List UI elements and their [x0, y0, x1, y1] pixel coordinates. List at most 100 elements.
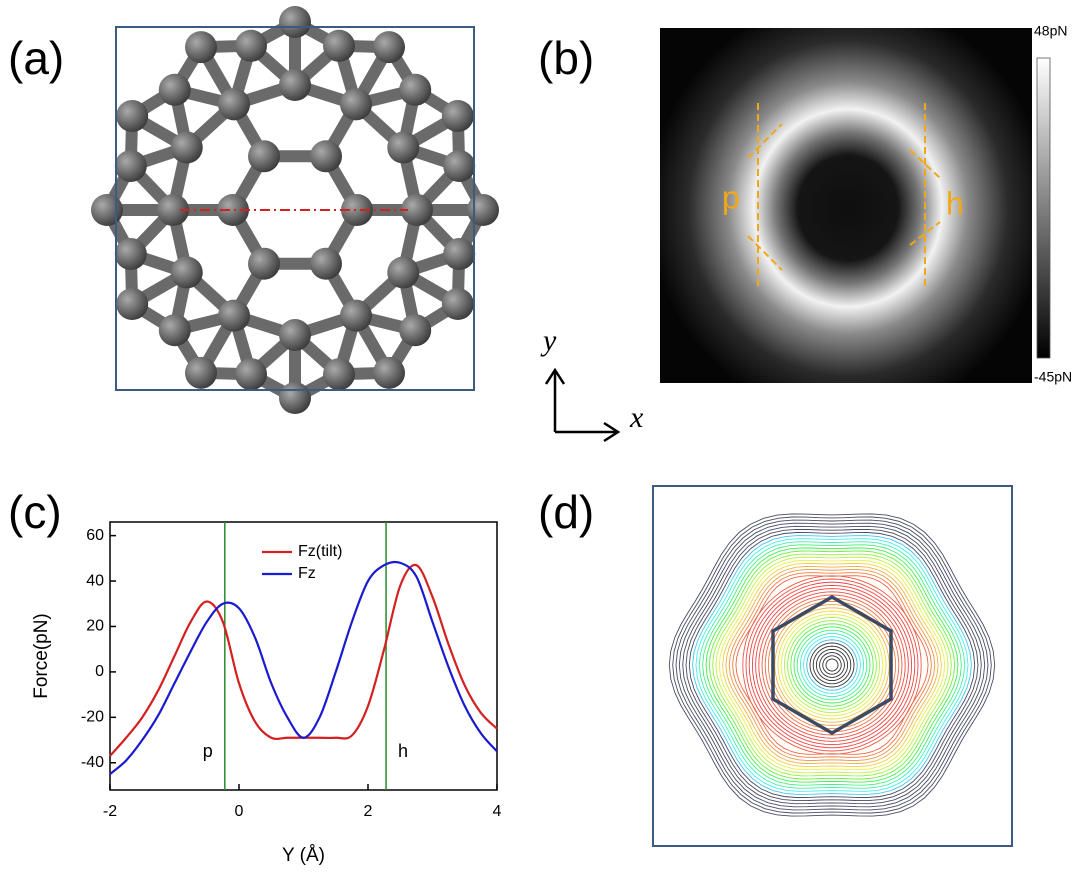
- y-tick-label: -20: [81, 709, 104, 726]
- y-tick-label: 40: [86, 572, 104, 589]
- contour: [706, 548, 958, 782]
- atom: [399, 74, 431, 106]
- atom: [91, 194, 123, 226]
- y-tick-label: 0: [95, 663, 104, 680]
- legend-label: Fz(tilt): [298, 543, 342, 560]
- contour: [683, 526, 982, 803]
- contour: [820, 653, 845, 678]
- contour-plot: [669, 514, 994, 816]
- contour: [826, 659, 838, 671]
- panel-label: (b): [538, 32, 594, 84]
- atom: [340, 88, 372, 120]
- line-chart: -40-200204060-2024Y (Å)Force(pN)phFz(til…: [31, 522, 502, 866]
- x-tick-label: 4: [493, 803, 502, 820]
- contour: [693, 536, 972, 795]
- contour: [669, 514, 994, 816]
- contour: [743, 576, 921, 754]
- x-tick-label: 0: [235, 803, 244, 820]
- atom: [159, 74, 191, 106]
- contour: [689, 533, 974, 798]
- afm-image: [660, 28, 1032, 383]
- contour: [673, 517, 992, 813]
- contour: [781, 614, 883, 716]
- colorbar-max: 48pN: [1034, 23, 1067, 39]
- contour: [807, 640, 857, 690]
- panel-label: (c): [8, 486, 62, 538]
- series-line: [110, 565, 497, 756]
- contour: [816, 649, 847, 680]
- atom: [443, 150, 475, 182]
- atom: [279, 6, 311, 38]
- site-label: p: [722, 179, 740, 215]
- atom: [279, 382, 311, 414]
- contour: [713, 554, 952, 776]
- plot-frame: [110, 522, 497, 790]
- atom: [116, 100, 148, 132]
- legend-label: Fz: [298, 565, 316, 582]
- atom: [279, 319, 311, 351]
- colorbar: [1037, 58, 1050, 358]
- atom: [387, 132, 419, 164]
- atom: [248, 248, 280, 280]
- atom: [218, 300, 250, 332]
- x-axis-label: Y (Å): [282, 845, 325, 866]
- contour: [794, 627, 870, 703]
- atom: [115, 150, 147, 182]
- atom: [442, 100, 474, 132]
- contour: [703, 545, 962, 785]
- contour: [804, 637, 861, 694]
- axis-name: y: [540, 324, 557, 357]
- contour: [716, 557, 948, 773]
- atom: [248, 140, 280, 172]
- atom: [387, 257, 419, 289]
- contour: [784, 617, 879, 712]
- figure: (a) (b) p h 48pN -45pN y x (c) -40-20020…: [0, 0, 1073, 877]
- contour: [756, 589, 909, 742]
- atom: [171, 257, 203, 289]
- contour: [736, 576, 928, 755]
- atom: [310, 140, 342, 172]
- panel-label: (a): [8, 32, 64, 84]
- atom: [340, 300, 372, 332]
- atom: [442, 288, 474, 320]
- atom: [279, 69, 311, 101]
- x-tick-label: -2: [103, 803, 117, 820]
- x-tick-label: 2: [364, 803, 373, 820]
- y-axis-label: Force(pN): [31, 613, 52, 699]
- atom: [115, 238, 147, 270]
- atom: [171, 132, 203, 164]
- atom: [399, 314, 431, 346]
- panel-label: (d): [538, 486, 594, 538]
- atom: [310, 248, 342, 280]
- atom: [159, 314, 191, 346]
- y-tick-label: 20: [86, 618, 104, 635]
- marker-label: p: [203, 741, 213, 761]
- contour: [813, 646, 851, 684]
- marker-label: h: [398, 741, 408, 761]
- atom: [323, 358, 355, 390]
- atom: [218, 88, 250, 120]
- colorbar-min: -45pN: [1034, 369, 1072, 385]
- contour: [765, 598, 899, 732]
- contour: [679, 523, 984, 807]
- contour: [788, 621, 877, 710]
- contour: [797, 630, 867, 700]
- atom: [373, 357, 405, 389]
- atom: [185, 357, 217, 389]
- axes-indicator: [546, 370, 618, 441]
- atom: [185, 31, 217, 63]
- contour: [775, 608, 889, 722]
- contour: [752, 585, 911, 744]
- y-tick-label: 60: [86, 527, 104, 544]
- atom: [443, 238, 475, 270]
- axis-name: x: [629, 401, 644, 434]
- atom: [323, 30, 355, 62]
- atom: [235, 358, 267, 390]
- site-label: h: [946, 185, 964, 221]
- atom: [373, 31, 405, 63]
- atom: [116, 288, 148, 320]
- atom: [467, 194, 499, 226]
- contour: [762, 595, 902, 735]
- y-tick-label: -40: [81, 754, 104, 771]
- atom: [235, 30, 267, 62]
